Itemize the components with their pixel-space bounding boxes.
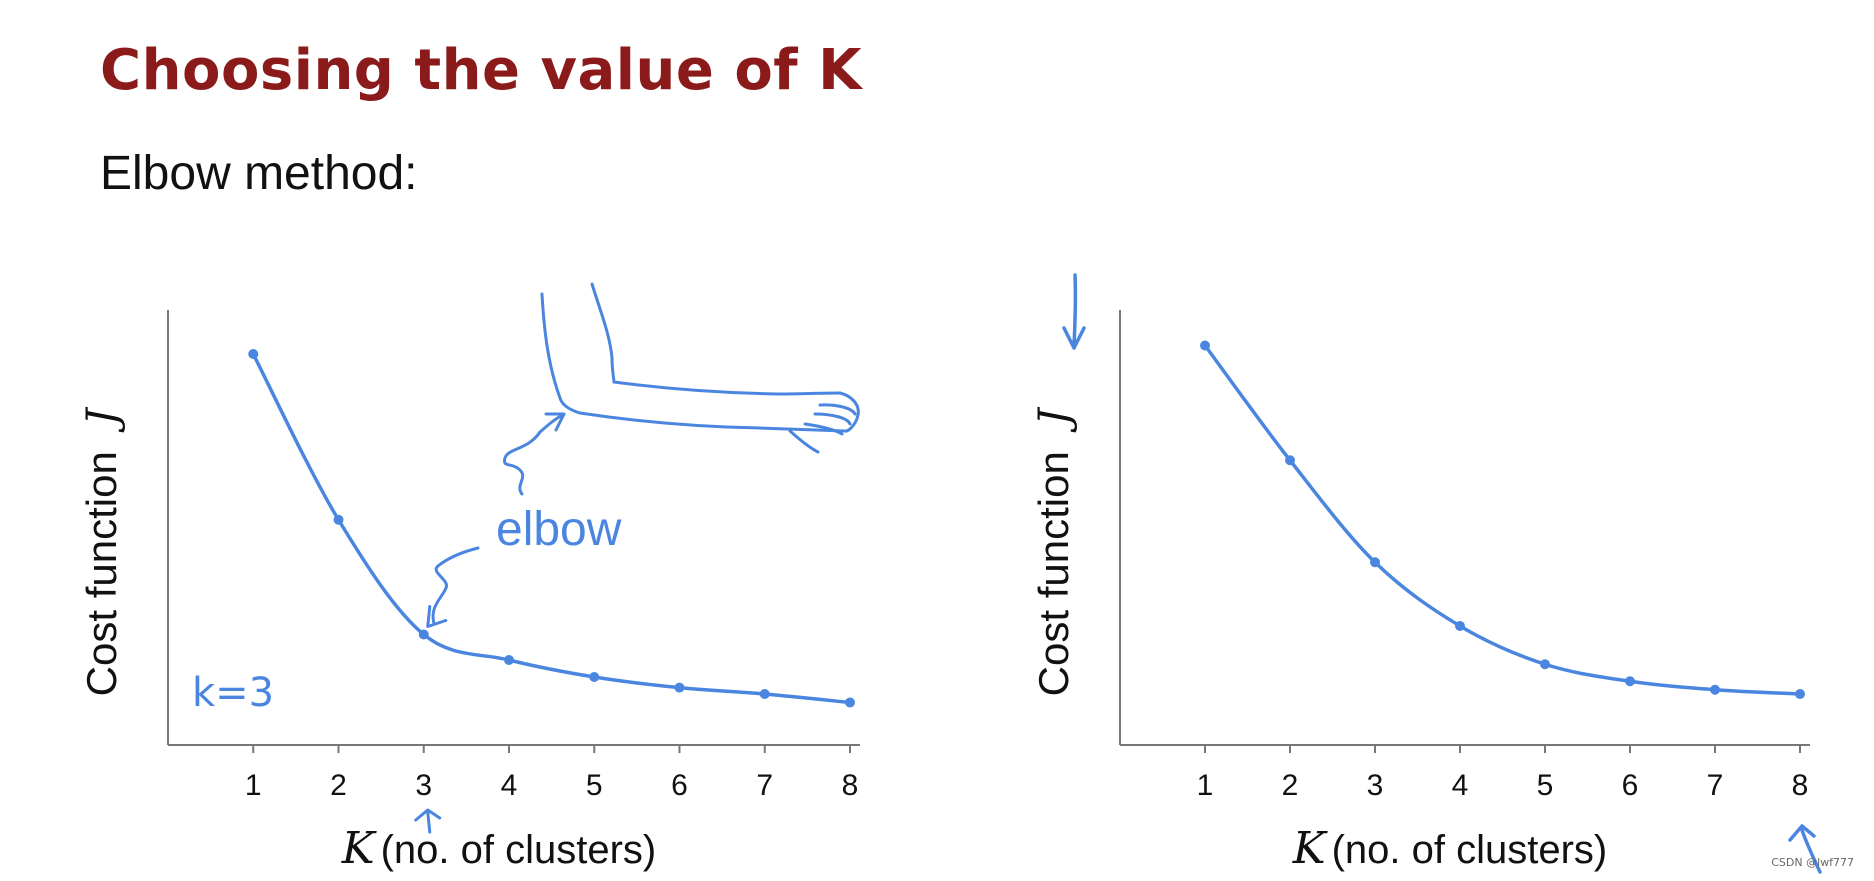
k-choice-annotation: k=3 (192, 670, 274, 716)
arrow-up-k8 (1788, 824, 1822, 874)
elbow-annotation: elbow (496, 503, 622, 556)
x-tick-label-k1: 1 (245, 769, 262, 802)
squiggle-arrow-to-point (431, 546, 480, 624)
x-tick-label-k7: 7 (756, 769, 773, 802)
data-point-k3 (418, 629, 429, 640)
data-point-k2 (1285, 455, 1295, 466)
arrow-up-k3 (414, 808, 442, 834)
x-tick-label-k7: 7 (1707, 769, 1724, 802)
data-point-k7 (759, 689, 770, 699)
x-axis-symbol: K (341, 823, 377, 874)
x-axis-symbol: K (1292, 823, 1328, 874)
data-point-k5 (589, 672, 600, 682)
x-axis-label: K (no. of clusters) (341, 823, 657, 874)
slide-title: Choosing the value of K (100, 38, 863, 103)
data-point-k2 (333, 514, 344, 525)
arm-sketch-upper (590, 282, 842, 396)
x-tick-label-k3: 3 (415, 769, 432, 802)
x-tick-label-k4: 4 (1452, 769, 1469, 802)
arrow-down-j (1062, 273, 1086, 350)
data-point-k1 (248, 349, 259, 359)
data-point-k3 (1370, 557, 1380, 568)
x-tick-label-k6: 6 (1622, 769, 1639, 802)
data-point-k4 (1455, 621, 1465, 631)
x-tick-label-k3: 3 (1367, 769, 1384, 802)
data-point-k6 (674, 682, 685, 693)
x-tick-label-k8: 8 (1792, 769, 1809, 802)
data-point-k7 (1710, 684, 1720, 695)
x-tick-label-k5: 5 (1537, 769, 1554, 802)
squiggle-arrow-to-arm (502, 413, 565, 496)
data-point-k4 (504, 655, 514, 665)
y-axis-label: Cost function J (1029, 407, 1078, 697)
arrowhead-to-point (426, 605, 448, 628)
arm-sketch-lower (540, 292, 847, 433)
arrowhead-to-arm (544, 412, 566, 432)
y-axis-symbol: J (1029, 407, 1078, 434)
watermark: CSDN @lwf777 (1771, 856, 1854, 869)
x-tick-label-k4: 4 (501, 769, 518, 802)
x-axis-unit: (no. of clusters) (1332, 828, 1608, 872)
x-tick-label-k1: 1 (1197, 769, 1214, 802)
data-point-k5 (1540, 659, 1550, 670)
data-point-k8 (1795, 689, 1805, 699)
x-tick-label-k5: 5 (586, 769, 603, 802)
x-tick-label-k2: 2 (330, 769, 347, 802)
data-point-k1 (1200, 340, 1210, 351)
hand-sketch (788, 391, 860, 454)
x-axis-label: K (no. of clusters) (1292, 823, 1608, 874)
x-tick-label-k2: 2 (1282, 769, 1299, 802)
x-tick-label-k6: 6 (671, 769, 688, 802)
y-axis-label: Cost function J (77, 407, 126, 697)
x-tick-label-k8: 8 (842, 769, 859, 802)
slide-subtitle: Elbow method: (100, 147, 418, 200)
cost-curve (1203, 343, 1802, 696)
data-point-k8 (845, 697, 855, 708)
data-point-k6 (1625, 676, 1635, 687)
x-axis-unit: (no. of clusters) (381, 828, 657, 872)
